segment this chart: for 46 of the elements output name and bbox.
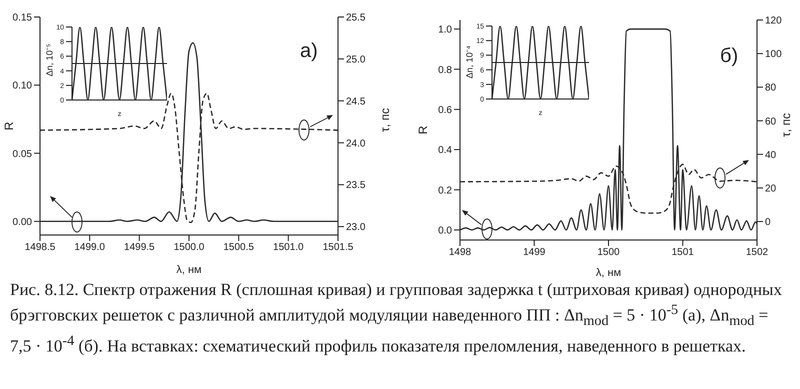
annotation: б): [720, 45, 738, 68]
y-tick-label: 0.6: [438, 104, 452, 116]
x-tick-label: 1502: [746, 247, 769, 258]
y-axis-title: R: [416, 125, 430, 134]
x-tick-label: 1498.5: [24, 242, 56, 254]
y-tick-label: 0.05: [12, 148, 32, 160]
y-tick-label: 0.8: [438, 64, 452, 76]
x-tick-label: 1499: [523, 247, 546, 258]
x-tick-label: 1500: [597, 247, 620, 258]
y2-tick-label: 25.5: [346, 12, 366, 24]
y-axis-title: Δn, 10⁻⁵: [44, 43, 54, 76]
x-tick-label: 1501: [672, 247, 694, 258]
y2-tick-label: 24.0: [346, 138, 366, 150]
y2-tick-label: 100: [765, 49, 782, 60]
y2-tick-label: 0: [765, 217, 771, 228]
y2-axis-title: τ, пс: [779, 113, 794, 137]
x-axis-title: λ, нм: [176, 264, 202, 276]
y-tick-label: 0.15: [12, 12, 32, 24]
annotation: a): [300, 40, 318, 63]
y2-axis-title: τ, пс: [378, 108, 392, 132]
y-tick-label: 1.0: [438, 24, 452, 36]
y-tick-label: 0.2: [438, 185, 452, 196]
y2-tick-label: 25.0: [346, 54, 366, 66]
x-tick-label: 1501.0: [273, 242, 304, 254]
x-tick-label: 1501.5: [322, 242, 354, 254]
y-tick-label: 0.4: [438, 145, 452, 156]
x-axis-title: λ, нм: [596, 267, 622, 279]
x-tick-label: 1499.0: [74, 242, 106, 254]
y2-tick-label: 80: [765, 82, 777, 94]
y-axis-title: Δn, 10⁻⁴: [464, 45, 474, 78]
y-axis-title: R: [2, 121, 16, 130]
y2-tick-label: 23.0: [346, 222, 366, 234]
y2-tick-label: 120: [765, 16, 782, 27]
y2-tick-label: 20: [765, 183, 777, 194]
y2-tick-label: 60: [765, 116, 777, 128]
y-tick-label: 0.10: [12, 80, 32, 92]
text: Рис. 8.12. Спектр отражения R (сплошная кривая) и групповая задержка t (штриховая кривая) однородных брэгговских решеток с различной амплитудой модуляции наведенного ПП : Δn$_{mod}$ = 5 · 10$^{-5}$ (а), Δn$_{mod}$ = 7,5 · 10$^{-4}$ (б). На вставках: схематический профиль показателя преломления, наведенного в решетках.: [10, 280, 782, 356]
y2-tick-label: 24.5: [346, 96, 366, 108]
x-tick-label: 1499.5: [124, 242, 156, 254]
y2-tick-label: 23.5: [346, 180, 366, 192]
y-tick-label: 0.00: [12, 216, 32, 228]
x-tick-label: 1500.0: [174, 242, 205, 254]
y2-tick-label: 40: [765, 150, 777, 161]
x-tick-label: 1498: [448, 247, 472, 258]
y-tick-label: 0.0: [438, 226, 452, 237]
x-tick-label: 1500.5: [223, 242, 254, 254]
